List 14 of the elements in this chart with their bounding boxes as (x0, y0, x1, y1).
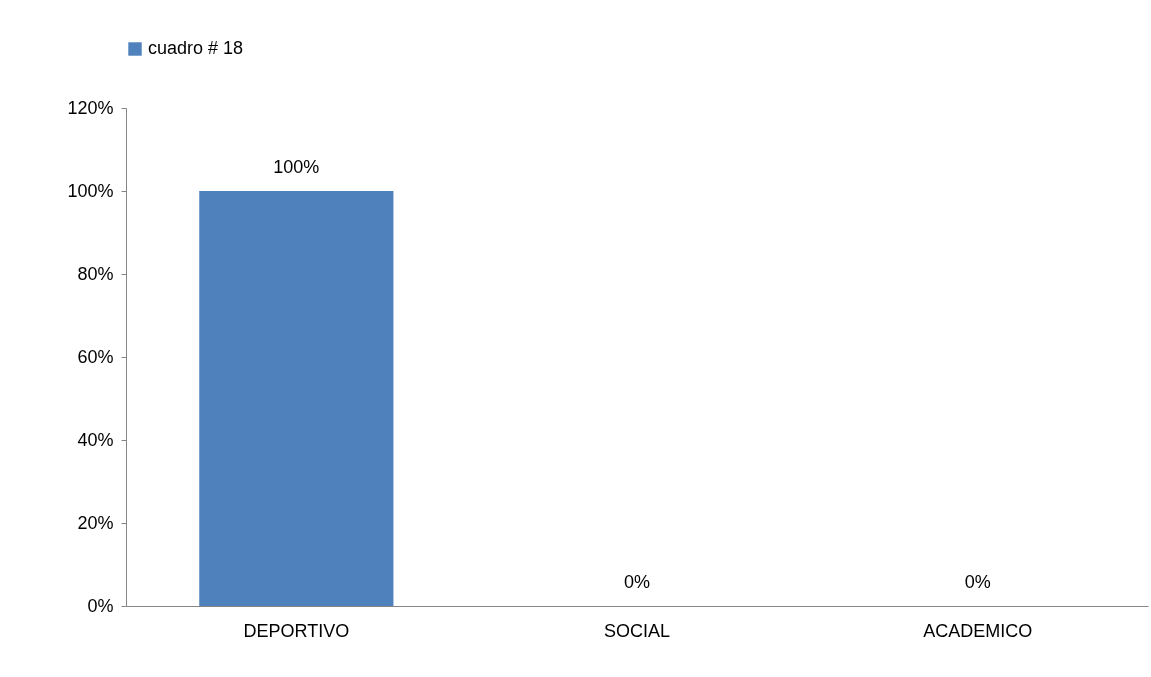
x-tick-label: DEPORTIVO (243, 620, 350, 641)
y-tick-label: 80% (77, 263, 114, 284)
data-label: 0% (964, 572, 991, 592)
y-tick-label: 40% (77, 429, 114, 450)
y-tick-label: 20% (77, 512, 114, 533)
data-label: 100% (273, 157, 320, 177)
y-tick-label: 120% (67, 97, 114, 118)
x-tick-label: SOCIAL (603, 620, 671, 641)
x-tick-label: ACADEMICO (923, 620, 1033, 641)
y-tick-label: 60% (77, 346, 114, 367)
y-tick-label: 0% (87, 595, 114, 616)
legend-label: cuadro # 18 (148, 38, 244, 58)
y-tick-label: 100% (67, 180, 114, 201)
data-label: 0% (623, 572, 651, 592)
